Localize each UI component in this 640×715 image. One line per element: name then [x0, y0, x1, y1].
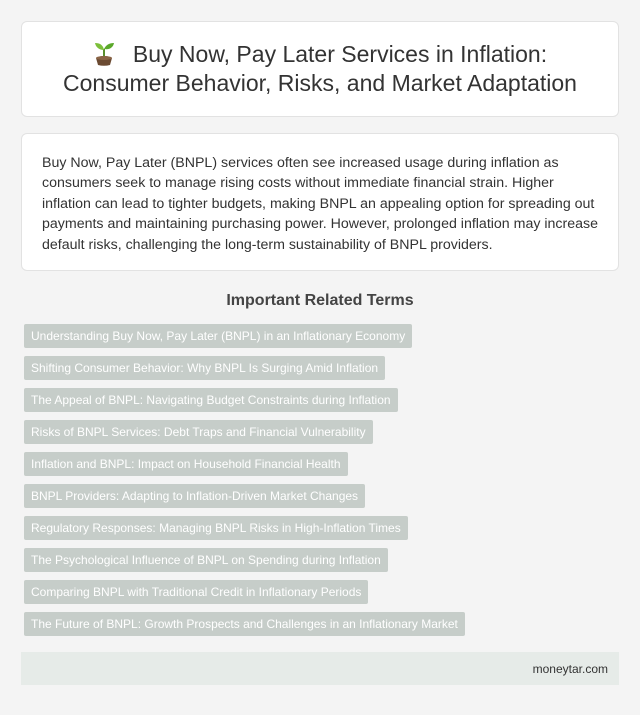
list-item: Regulatory Responses: Managing BNPL Risk… — [24, 516, 620, 548]
related-term-tag[interactable]: Understanding Buy Now, Pay Later (BNPL) … — [24, 324, 413, 348]
related-term-tag[interactable]: The Psychological Influence of BNPL on S… — [24, 548, 388, 572]
title-card: Buy Now, Pay Later Services in Inflation… — [21, 21, 619, 117]
list-item: Understanding Buy Now, Pay Later (BNPL) … — [24, 324, 620, 356]
related-term-tag[interactable]: Shifting Consumer Behavior: Why BNPL Is … — [24, 356, 386, 380]
sprout-icon — [94, 43, 114, 66]
related-term-tag[interactable]: Inflation and BNPL: Impact on Household … — [24, 452, 348, 476]
footer: moneytar.com — [21, 652, 619, 685]
related-term-tag[interactable]: The Future of BNPL: Growth Prospects and… — [24, 612, 465, 636]
page-title: Buy Now, Pay Later Services in Inflation… — [42, 40, 598, 98]
page-title-text: Buy Now, Pay Later Services in Inflation… — [63, 41, 577, 96]
related-term-tag[interactable]: BNPL Providers: Adapting to Inflation-Dr… — [24, 484, 366, 508]
list-item: Risks of BNPL Services: Debt Traps and F… — [24, 420, 620, 452]
related-terms-heading: Important Related Terms — [226, 292, 414, 309]
related-terms-list: Understanding Buy Now, Pay Later (BNPL) … — [24, 324, 620, 644]
list-item: Inflation and BNPL: Impact on Household … — [24, 452, 620, 484]
list-item: Shifting Consumer Behavior: Why BNPL Is … — [24, 356, 620, 388]
list-item: Comparing BNPL with Traditional Credit i… — [24, 580, 620, 612]
related-term-tag[interactable]: Regulatory Responses: Managing BNPL Risk… — [24, 516, 408, 540]
description-card: Buy Now, Pay Later (BNPL) services often… — [21, 133, 619, 271]
description-text: Buy Now, Pay Later (BNPL) services often… — [42, 155, 598, 253]
list-item: The Appeal of BNPL: Navigating Budget Co… — [24, 388, 620, 420]
site-link[interactable]: moneytar.com — [532, 661, 608, 676]
related-term-tag[interactable]: Comparing BNPL with Traditional Credit i… — [24, 580, 369, 604]
list-item: BNPL Providers: Adapting to Inflation-Dr… — [24, 484, 620, 516]
list-item: The Future of BNPL: Growth Prospects and… — [24, 612, 620, 644]
related-term-tag[interactable]: The Appeal of BNPL: Navigating Budget Co… — [24, 388, 398, 412]
related-term-tag[interactable]: Risks of BNPL Services: Debt Traps and F… — [24, 420, 373, 444]
list-item: The Psychological Influence of BNPL on S… — [24, 548, 620, 580]
